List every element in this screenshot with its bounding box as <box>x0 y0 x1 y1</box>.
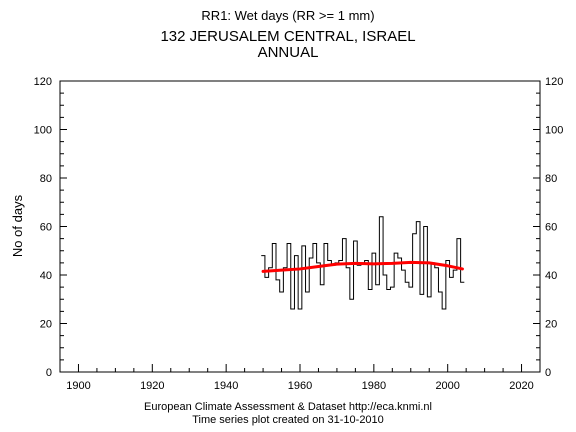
y-tick-label-left: 100 <box>34 125 52 137</box>
x-tick-label: 1980 <box>362 380 386 392</box>
x-tick-label: 1900 <box>66 380 90 392</box>
x-tick-label: 1960 <box>288 380 312 392</box>
y-tick-label-left: 40 <box>40 270 52 282</box>
y-tick-label-right: 20 <box>545 319 557 331</box>
y-tick-label-left: 0 <box>46 367 52 379</box>
y-tick-label-left: 60 <box>40 222 52 234</box>
y-tick-label-right: 100 <box>545 125 563 137</box>
y-tick-label-right: 40 <box>545 270 557 282</box>
chart-title-line2: ANNUAL <box>258 44 319 61</box>
x-tick-label: 1940 <box>214 380 238 392</box>
x-tick-label: 2020 <box>509 380 533 392</box>
y-tick-label-left: 20 <box>40 319 52 331</box>
footer-date: Time series plot created on 31-10-2010 <box>192 414 384 426</box>
y-axis-label: No of days <box>10 194 25 257</box>
chart-subtitle: RR1: Wet days (RR >= 1 mm) <box>201 8 374 23</box>
chart-title: 132 JERUSALEM CENTRAL, ISRAEL <box>160 28 415 45</box>
smoothed-trend-line <box>261 260 464 273</box>
plot-frame <box>59 80 541 373</box>
y-tick-label-left: 80 <box>40 173 52 185</box>
series-layer <box>261 216 465 310</box>
y-tick-label-right: 120 <box>545 76 563 88</box>
x-tick-label: 1920 <box>140 380 164 392</box>
footer-credit: European Climate Assessment & Dataset ht… <box>144 401 432 413</box>
y-tick-label-right: 0 <box>545 367 551 379</box>
x-tick-label: 2000 <box>435 380 459 392</box>
y-tick-label-right: 60 <box>545 222 557 234</box>
y-tick-label-right: 80 <box>545 173 557 185</box>
y-tick-label-left: 120 <box>34 76 52 88</box>
